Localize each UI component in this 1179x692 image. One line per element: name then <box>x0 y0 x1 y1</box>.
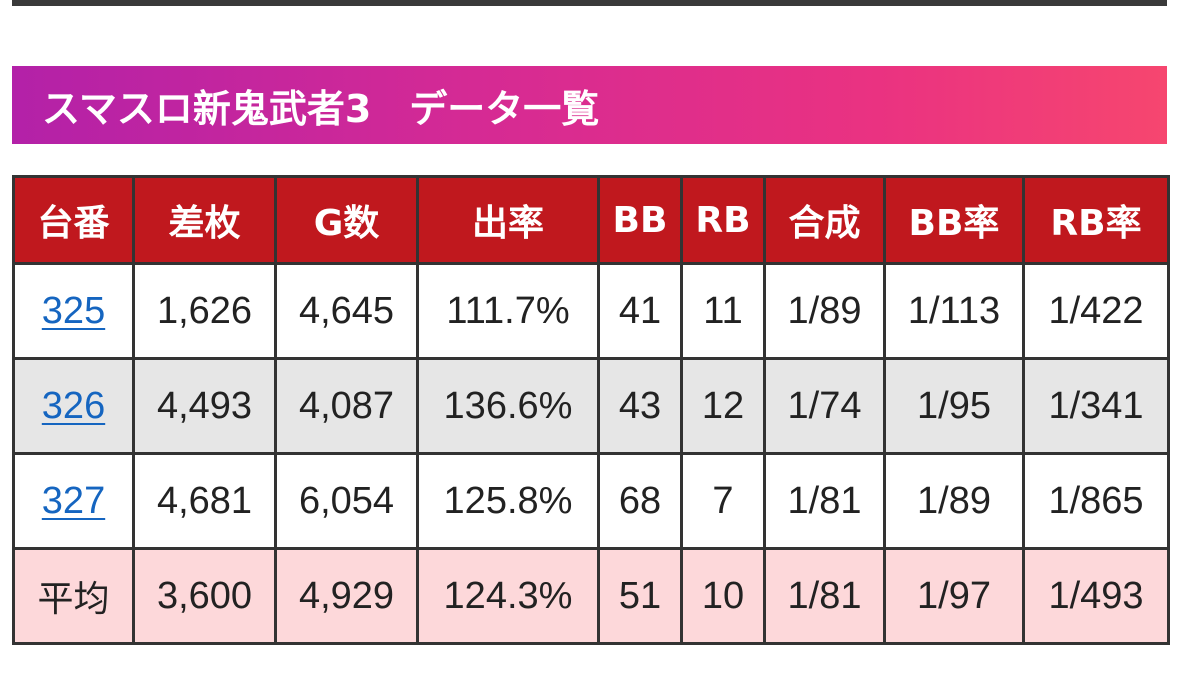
difference-cell: 4,493 <box>132 357 277 455</box>
column-header-games: G数 <box>274 175 419 265</box>
column-header-machine-number: 台番 <box>12 175 135 265</box>
page-title: スマスロ新鬼武者3 データ一覧 <box>42 86 600 131</box>
difference-cell: 1,626 <box>132 262 277 360</box>
machine-number-cell: 327 <box>12 452 135 550</box>
rb-rate-cell: 1/493 <box>1022 547 1170 645</box>
average-row: 平均 3,600 4,929 124.3% 51 10 1/81 1/97 1/… <box>12 547 1170 645</box>
rb-rate-cell: 1/865 <box>1022 452 1170 550</box>
rb-cell: 12 <box>680 357 766 455</box>
column-header-rb: RB <box>680 175 766 265</box>
rb-rate-cell: 1/341 <box>1022 357 1170 455</box>
column-header-rb-rate: RB率 <box>1022 175 1170 265</box>
table-row: 326 4,493 4,087 136.6% 43 12 1/74 1/95 1… <box>12 357 1170 455</box>
machine-number-cell: 325 <box>12 262 135 360</box>
rb-rate-cell: 1/422 <box>1022 262 1170 360</box>
combined-cell: 1/81 <box>763 452 886 550</box>
table-row: 325 1,626 4,645 111.7% 41 11 1/89 1/113 … <box>12 262 1170 360</box>
rb-cell: 7 <box>680 452 766 550</box>
payout-rate-cell: 124.3% <box>416 547 600 645</box>
rb-cell: 11 <box>680 262 766 360</box>
games-cell: 6,054 <box>274 452 419 550</box>
table-row: 327 4,681 6,054 125.8% 68 7 1/81 1/89 1/… <box>12 452 1170 550</box>
bb-rate-cell: 1/113 <box>883 262 1025 360</box>
difference-cell: 4,681 <box>132 452 277 550</box>
payout-rate-cell: 136.6% <box>416 357 600 455</box>
games-cell: 4,645 <box>274 262 419 360</box>
games-cell: 4,087 <box>274 357 419 455</box>
payout-rate-cell: 125.8% <box>416 452 600 550</box>
combined-cell: 1/74 <box>763 357 886 455</box>
column-header-payout-rate: 出率 <box>416 175 600 265</box>
bb-rate-cell: 1/89 <box>883 452 1025 550</box>
games-cell: 4,929 <box>274 547 419 645</box>
rb-cell: 10 <box>680 547 766 645</box>
machine-number-link[interactable]: 327 <box>41 479 106 522</box>
machine-number-cell: 326 <box>12 357 135 455</box>
column-header-bb: BB <box>597 175 683 265</box>
data-table: 台番 差枚 G数 出率 BB RB 合成 BB率 RB率 325 1,626 4… <box>12 175 1170 645</box>
combined-cell: 1/89 <box>763 262 886 360</box>
bb-rate-cell: 1/95 <box>883 357 1025 455</box>
combined-cell: 1/81 <box>763 547 886 645</box>
column-header-bb-rate: BB率 <box>883 175 1025 265</box>
section-header: スマスロ新鬼武者3 データ一覧 <box>12 66 1167 144</box>
bb-cell: 51 <box>597 547 683 645</box>
average-label: 平均 <box>12 547 135 645</box>
machine-number-link[interactable]: 325 <box>41 289 106 332</box>
bb-rate-cell: 1/97 <box>883 547 1025 645</box>
column-header-combined: 合成 <box>763 175 886 265</box>
column-header-difference: 差枚 <box>132 175 277 265</box>
difference-cell: 3,600 <box>132 547 277 645</box>
bb-cell: 43 <box>597 357 683 455</box>
top-divider-bar <box>12 0 1167 6</box>
bb-cell: 41 <box>597 262 683 360</box>
bb-cell: 68 <box>597 452 683 550</box>
machine-number-link[interactable]: 326 <box>41 384 106 427</box>
table-header-row: 台番 差枚 G数 出率 BB RB 合成 BB率 RB率 <box>12 175 1170 265</box>
payout-rate-cell: 111.7% <box>416 262 600 360</box>
